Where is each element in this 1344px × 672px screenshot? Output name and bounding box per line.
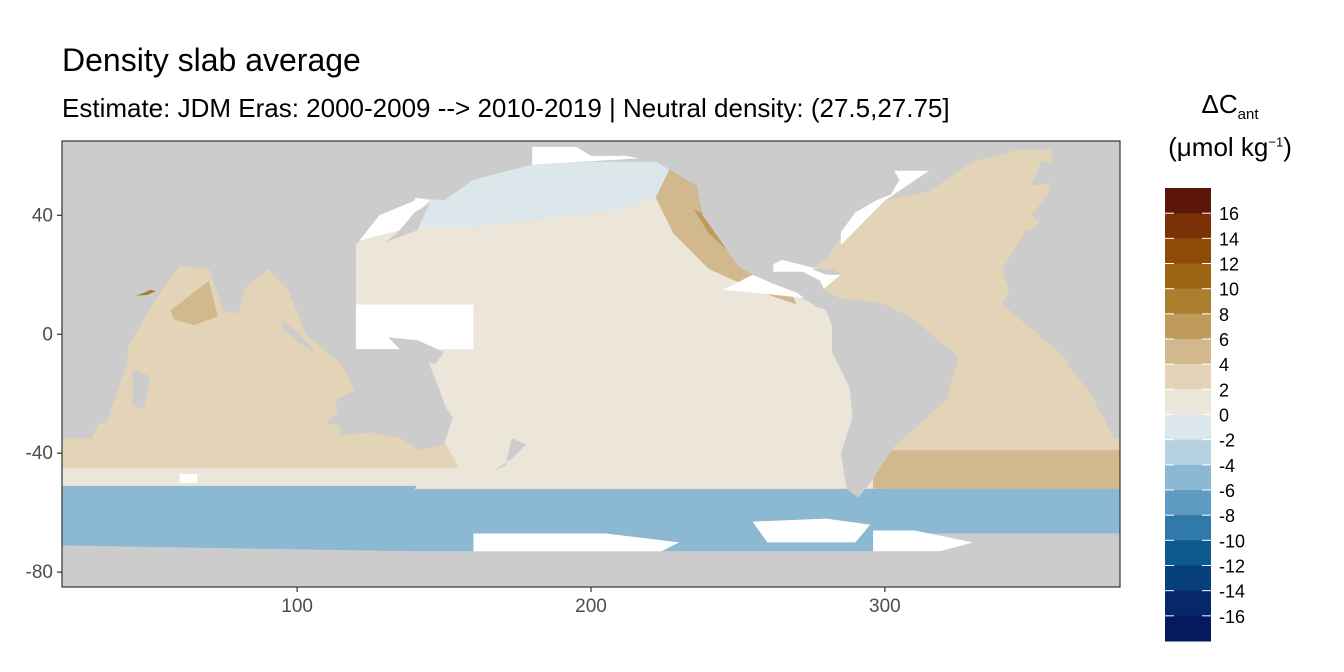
ocean-region <box>414 161 674 231</box>
legend-label: 2 <box>1219 380 1229 400</box>
legend-label: -4 <box>1219 456 1235 476</box>
legend-label: -6 <box>1219 481 1235 501</box>
land-uk <box>1031 161 1056 186</box>
land-arabia <box>106 245 174 296</box>
land-north-america <box>566 141 900 308</box>
legend-label: 6 <box>1219 330 1229 350</box>
land-madagascar <box>132 369 151 409</box>
y-tick-label: 0 <box>42 324 53 345</box>
ocean-region <box>655 161 797 305</box>
land-eurasia <box>62 141 544 329</box>
legend-swatch <box>1165 414 1211 441</box>
legend-swatch <box>1165 464 1211 491</box>
land-iceland <box>993 141 1026 147</box>
land-cuba <box>811 268 844 275</box>
legend-swatch <box>1165 364 1211 390</box>
no-data-patch <box>752 518 871 543</box>
land-borneo <box>323 313 353 347</box>
land-greenland <box>892 141 1005 156</box>
legend-label: 4 <box>1219 355 1229 375</box>
legend-swatch <box>1165 515 1211 541</box>
legend-title-sub: ant <box>1237 106 1259 124</box>
legend-swatch <box>1165 590 1211 617</box>
legend-label: -10 <box>1219 531 1245 551</box>
land-new-zealand <box>494 438 527 471</box>
chart-title: Density slab average <box>62 42 361 78</box>
legend-swatch <box>1165 490 1211 516</box>
ocean-region <box>873 304 1120 469</box>
y-tick-label: -80 <box>26 562 53 583</box>
legend-swatch <box>1165 439 1211 466</box>
land-south-america <box>832 298 959 498</box>
no-data-patch <box>873 530 974 555</box>
legend-label: -12 <box>1219 557 1245 577</box>
legend-unit-open: (μmol kg <box>1168 132 1269 163</box>
land-new-guinea <box>388 337 445 364</box>
land-sumatra <box>282 319 315 353</box>
land-japan <box>385 203 430 243</box>
land-australia <box>335 367 453 451</box>
legend-swatch <box>1165 238 1211 264</box>
legend-unit-sup: −1 <box>1268 134 1284 150</box>
ocean-layer <box>62 149 1120 552</box>
ocean-region <box>170 280 218 326</box>
ocean-region <box>873 450 1120 489</box>
legend-colorbar: 16 14 12 10 8 6 4 2 0 -2 -4 -6 -8 -10 -12 -14 -16 <box>1165 188 1245 642</box>
legend-swatch <box>1165 389 1211 415</box>
land-africa <box>62 230 156 439</box>
ocean-region <box>62 265 459 469</box>
land-antarctica <box>62 551 1120 587</box>
no-data-patch <box>355 304 474 350</box>
legend-swatch <box>1165 565 1211 592</box>
legend-label: 10 <box>1219 280 1239 300</box>
legend-swatch <box>1165 188 1211 214</box>
x-tick-label: 300 <box>869 596 901 617</box>
legend-swatch <box>1165 615 1211 642</box>
legend-label: 8 <box>1219 305 1229 325</box>
legend-label: 16 <box>1219 204 1239 224</box>
legend-title: ΔCant (μmol kg−1) <box>1160 84 1300 169</box>
chart-subtitle: Estimate: JDM Eras: 2000-2009 --> 2010-2… <box>62 93 950 123</box>
legend-label: -16 <box>1219 607 1245 627</box>
legend-label: -8 <box>1219 506 1235 526</box>
legend-label: 0 <box>1219 406 1229 426</box>
land-europe-east <box>1031 141 1120 228</box>
x-tick-label: 100 <box>281 596 313 617</box>
legend-swatch <box>1165 263 1211 290</box>
ocean-region <box>135 289 156 296</box>
legend-label: -2 <box>1219 431 1235 451</box>
legend-swatch <box>1165 288 1211 315</box>
x-tick-label: 200 <box>575 596 607 617</box>
y-tick-label: -40 <box>26 443 53 464</box>
legend-title-symbol: ΔC <box>1201 89 1238 119</box>
legend-swatch <box>1165 339 1211 365</box>
legend-unit-close: ) <box>1283 132 1292 163</box>
no-data-patch <box>179 474 198 483</box>
y-tick-label: 40 <box>32 205 53 226</box>
land-africa-west <box>1002 230 1120 439</box>
legend-label: 14 <box>1219 229 1239 249</box>
ocean-region <box>790 149 1076 320</box>
legend-swatch <box>1165 213 1211 239</box>
legend-label: -14 <box>1219 582 1245 602</box>
map-panel <box>62 141 1120 587</box>
legend-label: 12 <box>1219 255 1239 275</box>
legend-swatch <box>1165 540 1211 566</box>
land-layer <box>62 141 1120 587</box>
legend-swatch <box>1165 313 1211 340</box>
